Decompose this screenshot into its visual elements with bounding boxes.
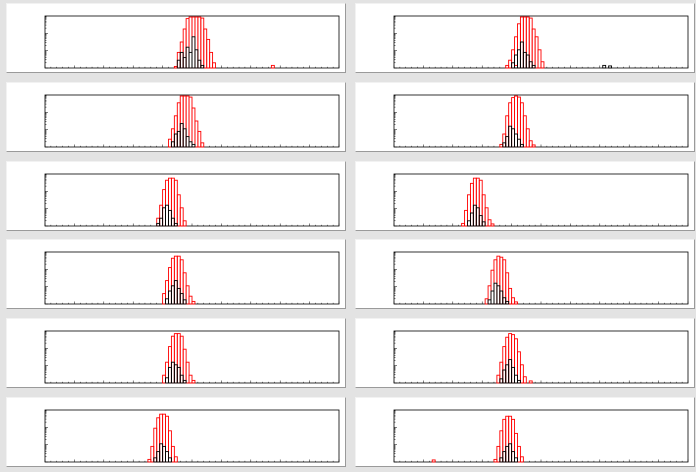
histogram-plot — [44, 409, 340, 463]
histogram-plot — [393, 94, 689, 148]
histogram-bin — [517, 379, 521, 384]
histogram-plot — [44, 251, 340, 305]
histogram-bin — [179, 293, 184, 305]
histogram-bin — [194, 49, 199, 69]
histogram-pad — [355, 239, 695, 309]
histogram-bin — [602, 64, 607, 69]
histogram-bin — [514, 457, 518, 463]
histogram-bin — [517, 445, 521, 463]
histogram-bin — [182, 220, 187, 227]
histogram-plot — [44, 94, 340, 148]
histogram-bin — [481, 221, 486, 227]
histogram-bin — [173, 456, 178, 463]
histogram-bin — [528, 380, 533, 384]
histogram-bin — [165, 451, 169, 463]
histogram-plot — [393, 173, 689, 227]
histogram-bin — [522, 376, 527, 384]
histogram-bin — [270, 64, 275, 69]
plot-frame — [44, 409, 340, 463]
histogram-pad — [6, 82, 346, 152]
plot-frame — [393, 330, 689, 384]
histogram-bin — [200, 64, 205, 69]
histogram-bin — [537, 49, 542, 69]
histogram-bin — [514, 374, 518, 384]
plot-frame — [393, 173, 689, 227]
histogram-bin — [191, 300, 196, 305]
histogram-bin — [173, 222, 178, 227]
histogram-plot — [393, 15, 689, 69]
histogram-bin — [528, 140, 533, 148]
histogram-pad — [355, 161, 695, 231]
histogram-bin — [484, 207, 489, 227]
histogram-bin — [531, 64, 536, 69]
histogram-plot — [44, 173, 340, 227]
histogram-bin — [182, 379, 187, 384]
histogram-bin — [431, 459, 436, 463]
histogram-bin — [197, 59, 202, 69]
histogram-pad — [355, 397, 695, 467]
histogram-bin — [608, 65, 613, 69]
histogram-bin — [519, 364, 524, 384]
histogram-pad — [6, 239, 346, 309]
histogram-pad — [355, 82, 695, 152]
histogram-bin — [188, 295, 193, 305]
histogram-bin — [191, 143, 196, 148]
histogram-bin — [209, 51, 214, 69]
histogram-bin — [179, 374, 184, 384]
histogram-plot — [393, 330, 689, 384]
histogram-bin — [528, 61, 533, 69]
plot-frame — [393, 94, 689, 148]
histogram-pad — [6, 3, 346, 73]
histogram-bin — [540, 61, 545, 69]
histogram-bin — [502, 297, 507, 305]
histogram-bin — [531, 144, 536, 148]
histogram-bin — [487, 219, 492, 227]
histogram-bin — [525, 128, 530, 148]
histogram-bin — [490, 223, 495, 227]
histogram-bin — [514, 301, 518, 305]
histogram-bin — [517, 138, 521, 148]
histogram-pad — [6, 161, 346, 231]
histogram-bin — [168, 457, 172, 463]
histogram-bin — [170, 217, 175, 227]
histogram-plot — [44, 330, 340, 384]
histogram-bin — [519, 143, 524, 148]
histogram-pad — [355, 318, 695, 388]
histogram-bin — [185, 285, 190, 305]
histogram-pad — [6, 397, 346, 467]
histogram-bin — [191, 379, 196, 384]
histogram-bin — [185, 361, 190, 384]
histogram-bin — [212, 62, 216, 69]
plot-frame — [393, 251, 689, 305]
histogram-bin — [508, 287, 513, 305]
plot-frame — [44, 173, 340, 227]
histogram-bin — [188, 374, 193, 384]
histogram-bin — [200, 142, 205, 148]
histogram-plot — [393, 251, 689, 305]
histogram-pad — [6, 318, 346, 388]
histogram-plot — [393, 409, 689, 463]
histogram-bin — [505, 300, 510, 305]
histogram-bin — [519, 456, 524, 463]
plot-frame — [393, 409, 689, 463]
histogram-bin — [478, 215, 483, 227]
histogram-bin — [511, 297, 515, 305]
histogram-pad — [355, 3, 695, 73]
histogram-plot — [44, 15, 340, 69]
histogram-bin — [182, 299, 187, 305]
histogram-bin — [179, 207, 184, 227]
histogram-bin — [197, 130, 202, 148]
histogram-bin — [170, 445, 175, 463]
histogram-bin — [511, 451, 515, 463]
